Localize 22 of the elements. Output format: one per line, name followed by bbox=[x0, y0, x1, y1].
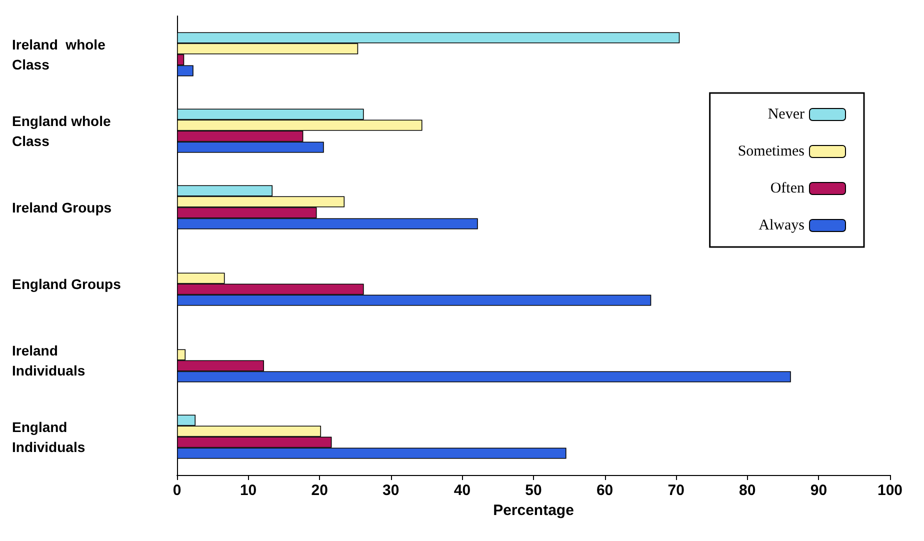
x-tick-label: 0 bbox=[172, 482, 182, 499]
y-tick-label: Ireland Groups bbox=[12, 199, 112, 216]
x-tick-label: 30 bbox=[382, 482, 400, 499]
x-tick-label: 60 bbox=[596, 482, 614, 499]
x-tick-label: 90 bbox=[810, 482, 828, 499]
x-axis-title: Percentage bbox=[493, 502, 574, 519]
legend-label: Sometimes bbox=[738, 144, 805, 160]
y-tick-label: England Groups bbox=[12, 276, 122, 292]
legend-label: Often bbox=[770, 180, 805, 196]
x-tick-label: 70 bbox=[668, 482, 684, 499]
x-tick-label: 50 bbox=[525, 482, 542, 499]
x-tick-label: 80 bbox=[739, 482, 756, 499]
x-tick-label: 20 bbox=[311, 482, 328, 499]
legend-label: Never bbox=[768, 106, 804, 122]
x-tick-label: 100 bbox=[877, 482, 903, 499]
y-tick-label: Ireland whole Class bbox=[12, 36, 106, 72]
x-tick-label: 40 bbox=[454, 482, 471, 499]
y-tick-label: England whole Class bbox=[12, 112, 111, 149]
x-tick-label: 10 bbox=[240, 482, 257, 499]
y-tick-label: Ireland Individuals bbox=[12, 342, 86, 378]
legend-label: Always bbox=[758, 218, 805, 234]
y-tick-label: England Individuals bbox=[12, 418, 86, 455]
